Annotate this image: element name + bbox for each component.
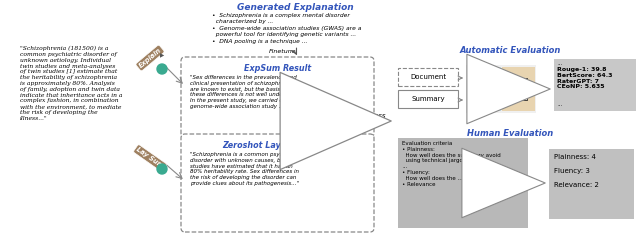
Text: ...: ... (557, 102, 563, 107)
Circle shape (157, 64, 167, 74)
Bar (398, 90, 458, 108)
Text: Plainness: 4

Fluency: 3

Relevance: 2: Plainness: 4 Fluency: 3 Relevance: 2 (554, 154, 599, 188)
FancyBboxPatch shape (181, 134, 374, 232)
Text: Automatic Evaluation: Automatic Evaluation (460, 46, 561, 55)
Text: Finetune: Finetune (269, 49, 297, 54)
Text: Generated Explanation: Generated Explanation (237, 3, 353, 12)
Text: Zeroshot LaySum Result: Zeroshot LaySum Result (223, 141, 332, 150)
FancyBboxPatch shape (181, 57, 374, 137)
Text: Lay Sum: Lay Sum (136, 147, 164, 169)
Bar (554, 59, 636, 111)
Text: Summary: Summary (411, 96, 445, 102)
Bar (502, 67, 535, 111)
Text: •  Schizophrenia is a complex mental disorder
  characterized by ...: • Schizophrenia is a complex mental diso… (212, 13, 350, 24)
Circle shape (157, 164, 167, 174)
Text: ▶: ▶ (160, 54, 164, 59)
Bar (398, 138, 528, 228)
Text: Rouge-1: 39.8
BertScore: 64.3
RaterGPT: 7
CEoNP: 5.635: Rouge-1: 39.8 BertScore: 64.3 RaterGPT: … (557, 67, 612, 89)
Text: Explain: Explain (138, 47, 163, 69)
Text: "Schizophrenia is a common psychiatric
disorder with unknown causes, but
studies: "Schizophrenia is a common psychiatric d… (190, 152, 300, 186)
Bar (398, 68, 458, 86)
Text: Human Evaluation: Human Evaluation (467, 129, 553, 138)
Text: 9: 9 (511, 80, 525, 99)
Text: •  Genome-wide association studies (GWAS) are a
  powerful tool for identifying : • Genome-wide association studies (GWAS)… (212, 26, 362, 37)
Text: Evaluation criteria
• Plainness:
  How well does the summary avoid
  using techn: Evaluation criteria • Plainness: How wel… (402, 141, 500, 187)
Text: "Sex differences in the prevalence and
clinical presentation of schizophrenia
ar: "Sex differences in the prevalence and c… (190, 75, 302, 109)
Bar (467, 67, 501, 111)
Text: Document: Document (410, 74, 446, 80)
Text: ...: ... (557, 61, 563, 66)
Text: ExpSum Result: ExpSum Result (244, 64, 311, 73)
Bar (466, 65, 536, 113)
Text: "Schizophrenia (181500) is a
common psychiatric disorder of
unknown aetiology. I: "Schizophrenia (181500) is a common psyc… (20, 46, 122, 121)
Text: •  DNA pooling is a technique ...: • DNA pooling is a technique ... (212, 39, 307, 44)
Text: Assess: Assess (362, 113, 386, 119)
Bar (549, 149, 634, 219)
